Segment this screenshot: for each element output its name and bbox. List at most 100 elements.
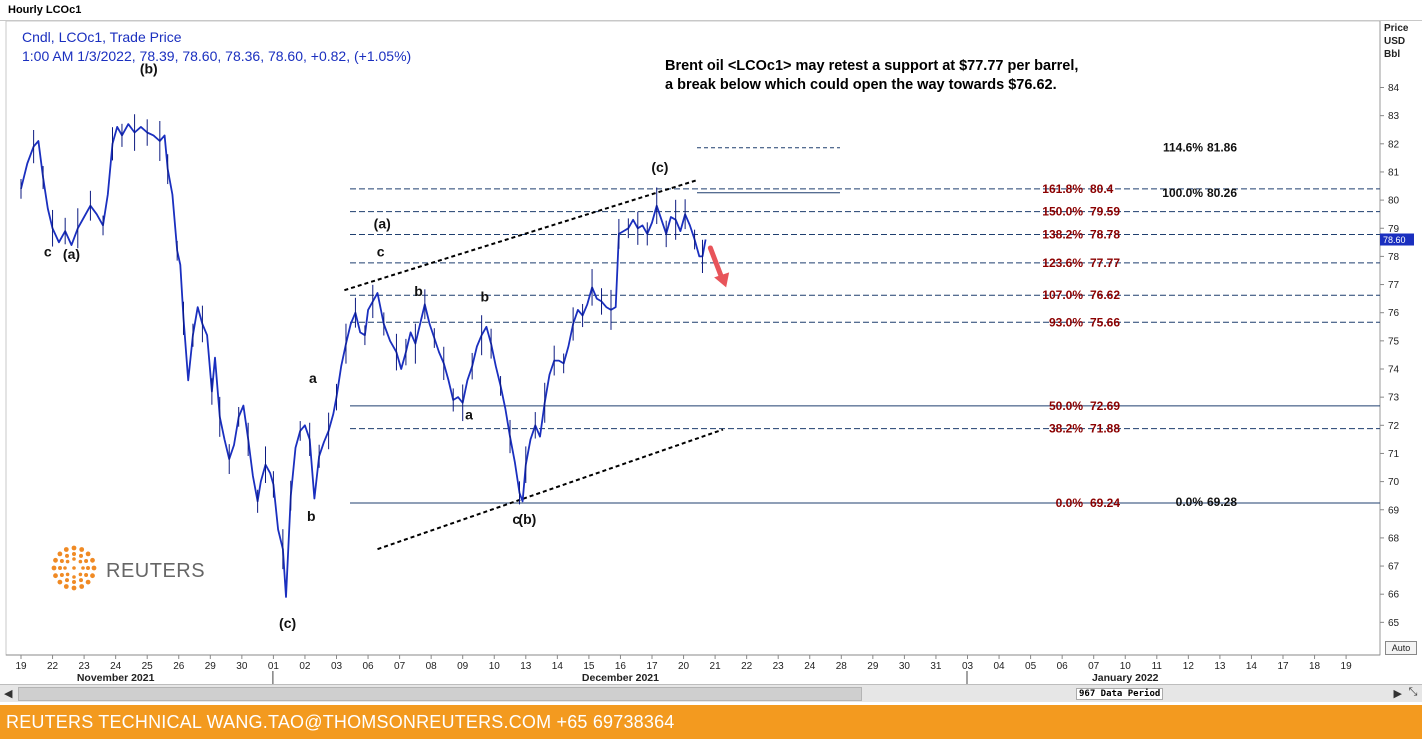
y-tick-label: 84 — [1388, 83, 1400, 94]
logo-dot — [65, 559, 70, 564]
logo-dot — [84, 573, 89, 577]
wave-label: a — [309, 370, 317, 386]
wave-label: a — [465, 407, 473, 423]
logo-dot — [59, 559, 64, 563]
y-tick-label: 68 — [1388, 533, 1400, 544]
logo-dot — [85, 551, 91, 557]
wave-label: b — [414, 283, 423, 299]
x-tick-label: 22 — [47, 661, 59, 672]
logo-dot — [63, 547, 69, 552]
ext-level-percent: 0.0% — [1176, 495, 1204, 509]
fib-level-value: 77.77 — [1090, 256, 1120, 270]
x-tick-label: 07 — [1088, 661, 1100, 672]
month-label: December 2021 — [582, 672, 659, 684]
price-chart[interactable]: 65 66 67 68 69 70 71 72 73 74 75 76 77 78 79 80 81 82 83 84… — [0, 0, 1422, 684]
fib-level-percent: 150.0% — [1042, 205, 1083, 219]
fib-level-percent: 138.2% — [1042, 227, 1083, 241]
fib-level-percent: 161.8% — [1042, 182, 1083, 196]
x-tick-label: 15 — [583, 661, 595, 672]
legend-ohlc-line: 1:00 AM 1/3/2022, 78.39, 78.60, 78.36, 7… — [22, 48, 412, 64]
x-tick-label: 13 — [520, 661, 532, 672]
trend-line — [377, 428, 724, 551]
fib-level-value: 69.24 — [1090, 496, 1120, 510]
x-tick-label: 28 — [836, 661, 848, 672]
logo-dot — [90, 557, 95, 563]
y-tick-label: 73 — [1388, 393, 1400, 404]
forecast-arrow-head — [714, 272, 730, 288]
wave-label: (c) — [279, 615, 296, 631]
logo-dot — [72, 557, 76, 561]
horizontal-scrollbar[interactable]: ◀ 967 Data Period ▶ ⤡ — [0, 684, 1422, 702]
price-axis-header: Price USD Bbl — [1384, 22, 1408, 61]
fib-level-percent: 93.0% — [1049, 315, 1083, 329]
scroll-left-icon[interactable]: ◀ — [4, 688, 13, 700]
x-tick-label: 19 — [1341, 661, 1353, 672]
logo-dot — [72, 552, 76, 556]
wave-label: c — [512, 511, 520, 527]
x-tick-label: 29 — [867, 661, 879, 672]
logo-dot — [90, 573, 95, 579]
last-price-label: 78.60 — [1383, 235, 1406, 245]
logo-dot — [71, 585, 77, 591]
y-tick-label: 78 — [1388, 252, 1400, 263]
y-tick-label: 83 — [1388, 111, 1400, 122]
auto-scale-button[interactable]: Auto — [1385, 641, 1417, 655]
month-label: November 2021 — [77, 672, 155, 684]
x-tick-label: 14 — [552, 661, 564, 672]
x-tick-label: 17 — [1277, 661, 1289, 672]
fib-level-value: 76.62 — [1090, 288, 1120, 302]
x-tick-label: 19 — [15, 661, 27, 672]
logo-dot — [79, 578, 83, 583]
x-tick-label: 06 — [1057, 661, 1069, 672]
month-label: January 2022 — [1092, 672, 1159, 684]
fib-level-value: 79.59 — [1090, 205, 1120, 219]
logo-dot — [85, 579, 91, 585]
fib-level-percent: 50.0% — [1049, 399, 1083, 413]
logo-dot — [65, 572, 70, 577]
wave-label: (b) — [518, 511, 536, 527]
fib-level-value: 71.88 — [1090, 422, 1120, 436]
y-tick-label: 70 — [1388, 477, 1400, 488]
logo-dot — [72, 566, 76, 570]
chart-legend: Cndl, LCOc1, Trade Price 1:00 AM 1/3/202… — [22, 28, 411, 66]
y-tick-label: 72 — [1388, 421, 1400, 432]
x-tick-label: 24 — [804, 661, 816, 672]
logo-dot — [72, 575, 76, 579]
resize-icon[interactable]: ⤡ — [1408, 686, 1418, 698]
last-price-marker — [1380, 233, 1414, 246]
x-tick-label: 11 — [1152, 661, 1163, 672]
x-tick-label: 08 — [426, 661, 438, 672]
x-tick-label: 01 — [268, 661, 280, 672]
y-tick-label: 79 — [1388, 224, 1400, 235]
x-tick-label: 24 — [110, 661, 122, 672]
ext-level-value: 81.86 — [1207, 141, 1237, 155]
x-tick-label: 29 — [205, 661, 217, 672]
x-tick-label: 21 — [710, 661, 722, 672]
scroll-right-icon[interactable]: ▶ — [1393, 688, 1402, 700]
logo-dot — [78, 559, 83, 564]
y-tick-label: 71 — [1388, 449, 1400, 460]
commentary-line-1: Brent oil <LCOc1> may retest a support a… — [665, 58, 1079, 74]
x-tick-label: 10 — [489, 661, 501, 672]
logo-dot — [57, 579, 63, 585]
chart-commentary: Brent oil <LCOc1> may retest a support a… — [665, 57, 1078, 95]
wave-label: b — [307, 508, 316, 524]
x-tick-label: 07 — [394, 661, 406, 672]
logo-dot — [51, 565, 57, 571]
reuters-dot-logo-icon — [51, 545, 97, 591]
y-tick-label: 66 — [1388, 590, 1400, 601]
ext-level-value: 69.28 — [1207, 495, 1237, 509]
x-tick-label: 26 — [173, 661, 185, 672]
x-tick-label: 14 — [1246, 661, 1258, 672]
y-tick-label: 69 — [1388, 505, 1400, 516]
scroll-thumb[interactable] — [18, 687, 862, 701]
fib-level-percent: 38.2% — [1049, 422, 1083, 436]
x-tick-label: 03 — [331, 661, 343, 672]
logo-dot — [72, 580, 76, 584]
logo-dot — [79, 547, 85, 552]
x-tick-label: 20 — [678, 661, 690, 672]
fib-level-value: 80.4 — [1090, 182, 1114, 196]
wave-label: c — [44, 243, 52, 259]
logo-dot — [58, 566, 62, 570]
logo-dot — [86, 566, 90, 570]
